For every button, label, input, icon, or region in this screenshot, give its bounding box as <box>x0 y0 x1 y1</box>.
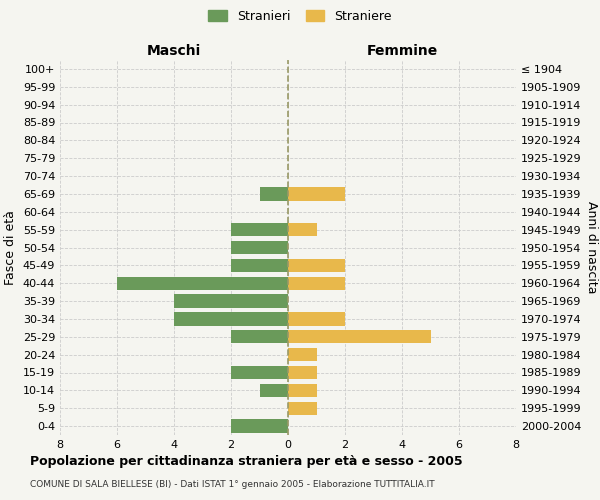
Bar <box>288 187 345 200</box>
Bar <box>231 223 288 236</box>
Text: Femmine: Femmine <box>367 44 437 58</box>
Text: Maschi: Maschi <box>147 44 201 58</box>
Bar <box>231 420 288 433</box>
Y-axis label: Anni di nascita: Anni di nascita <box>585 201 598 294</box>
Bar <box>288 384 317 397</box>
Bar <box>260 187 288 200</box>
Bar <box>288 366 317 379</box>
Bar <box>174 312 288 326</box>
Bar <box>231 366 288 379</box>
Bar <box>288 330 431 344</box>
Legend: Stranieri, Straniere: Stranieri, Straniere <box>205 6 395 26</box>
Bar <box>288 312 345 326</box>
Bar <box>260 384 288 397</box>
Text: COMUNE DI SALA BIELLESE (BI) - Dati ISTAT 1° gennaio 2005 - Elaborazione TUTTITA: COMUNE DI SALA BIELLESE (BI) - Dati ISTA… <box>30 480 434 489</box>
Bar <box>288 348 317 362</box>
Bar <box>288 223 317 236</box>
Y-axis label: Fasce di età: Fasce di età <box>4 210 17 285</box>
Bar <box>231 241 288 254</box>
Bar <box>231 330 288 344</box>
Bar <box>288 402 317 415</box>
Bar <box>117 276 288 290</box>
Bar <box>288 258 345 272</box>
Text: Popolazione per cittadinanza straniera per età e sesso - 2005: Popolazione per cittadinanza straniera p… <box>30 455 463 468</box>
Bar <box>174 294 288 308</box>
Bar <box>231 258 288 272</box>
Bar <box>288 276 345 290</box>
